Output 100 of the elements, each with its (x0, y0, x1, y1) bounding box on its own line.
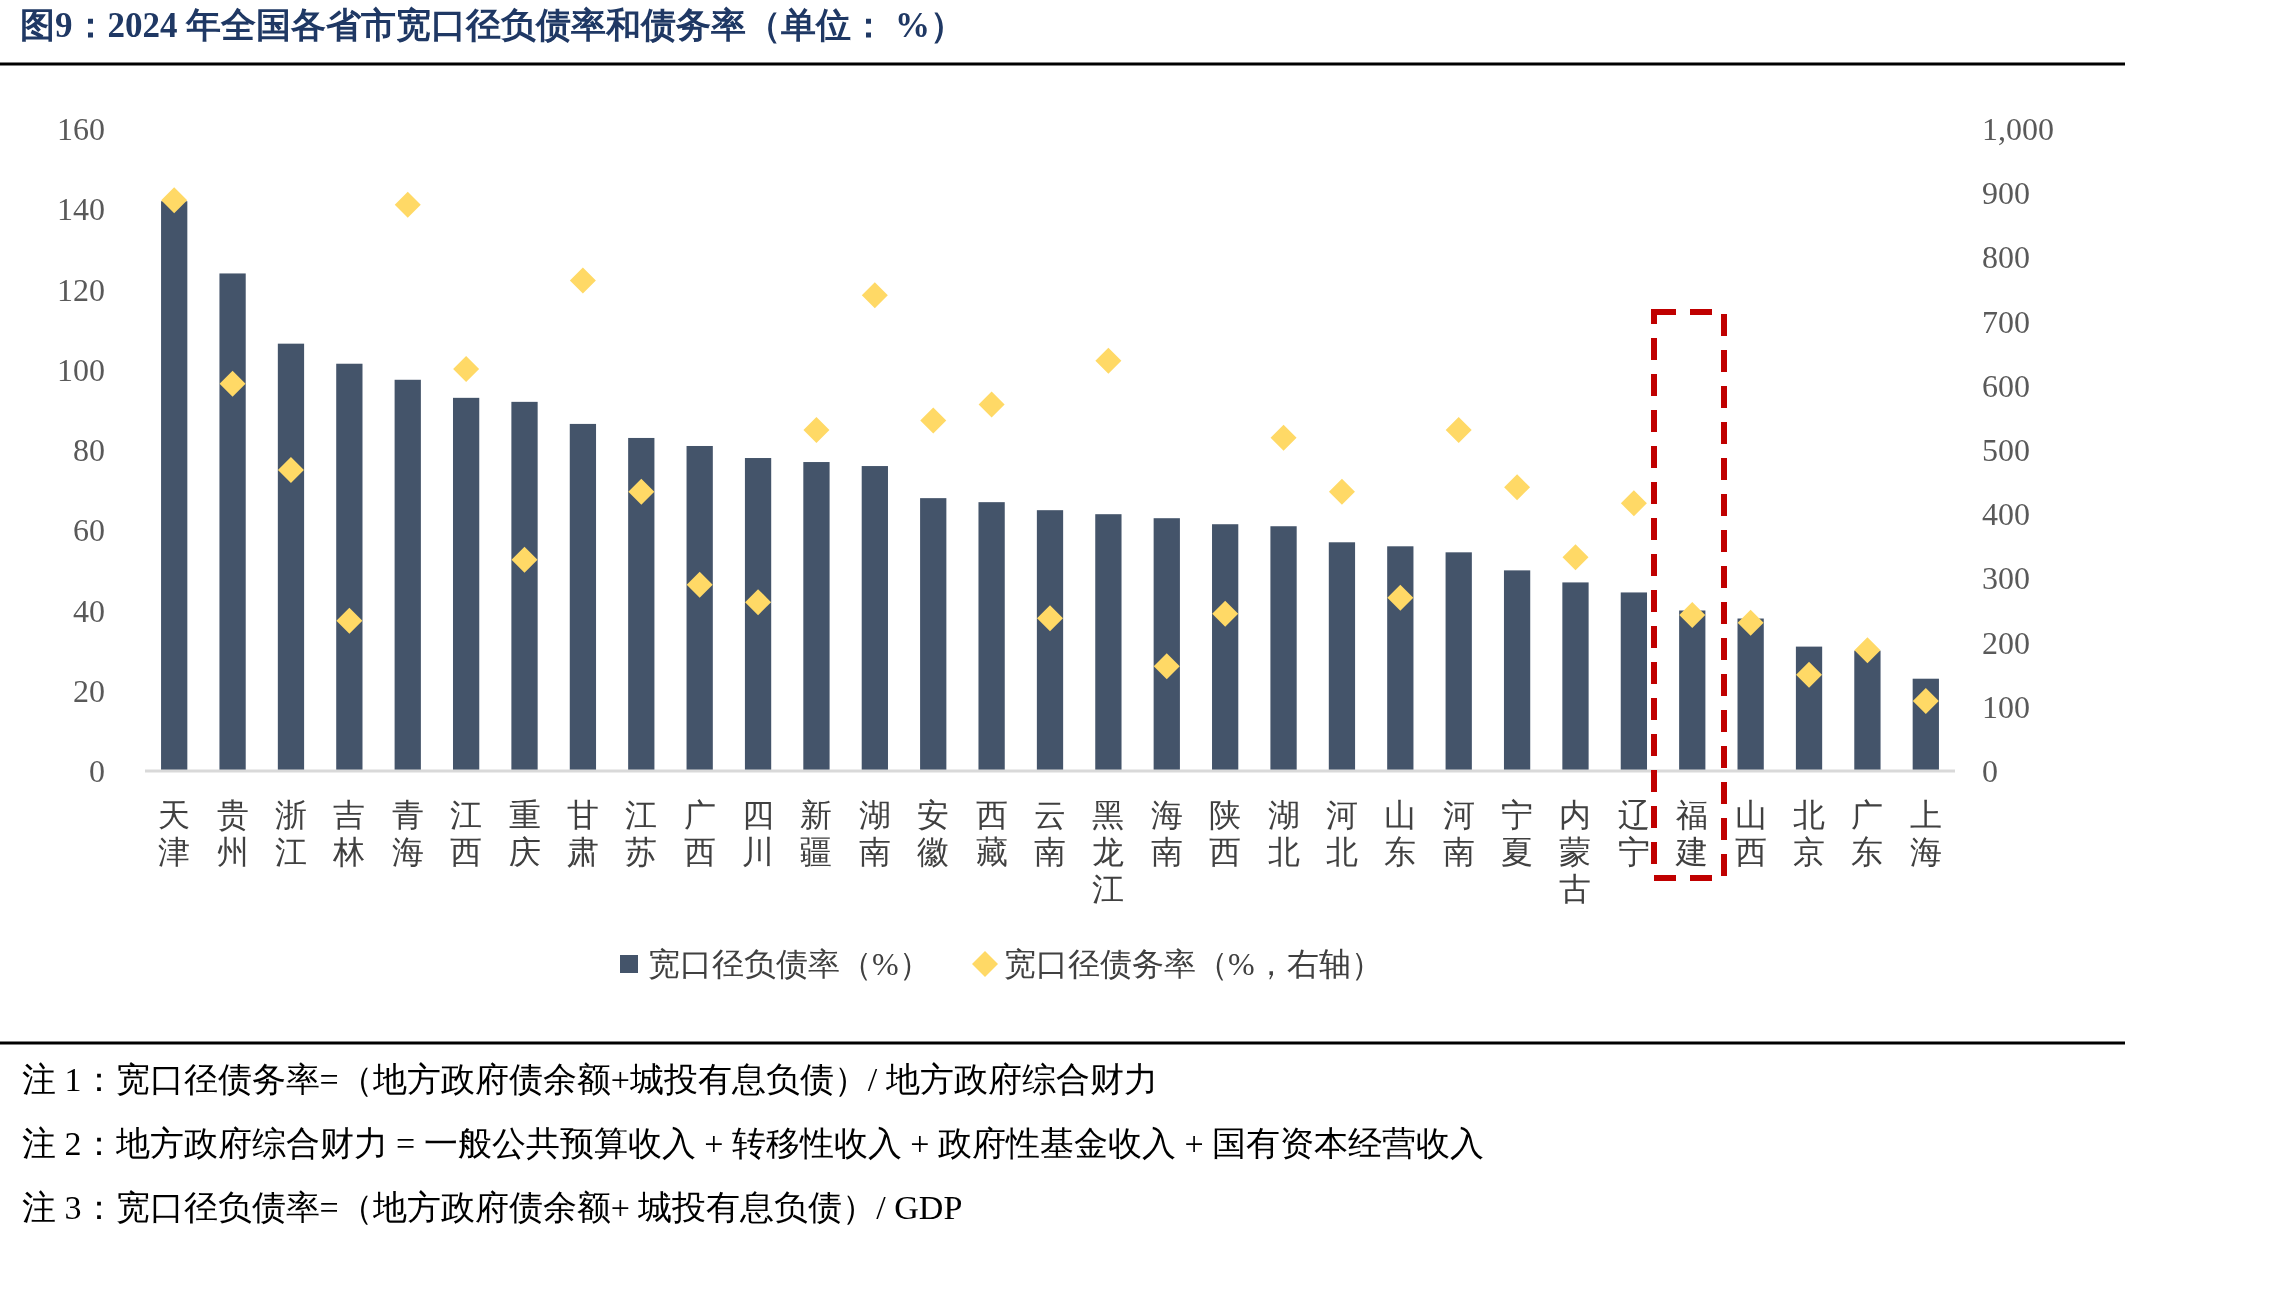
bar (1562, 582, 1589, 771)
x-tick-label: 河南 (1442, 797, 1475, 870)
x-tick-label: 辽宁 (1617, 797, 1650, 870)
bar (161, 201, 188, 771)
legend-label: 宽口径债务率（%，右轴） (1004, 946, 1383, 982)
x-tick-label: 新疆 (800, 797, 833, 870)
bar (1328, 542, 1356, 771)
bar (978, 502, 1005, 771)
point (861, 282, 888, 309)
chart-title: 图9：2024 年全国各省市宽口径负债率和债务率（单位： %） (20, 5, 965, 45)
bar (1620, 592, 1647, 771)
x-tick-label: 天津 (158, 797, 191, 870)
x-tick-label: 黑龙江 (1092, 797, 1125, 907)
point (1387, 584, 1414, 611)
point (628, 478, 655, 505)
bar (628, 437, 655, 771)
x-tick-label: 青海 (391, 797, 424, 870)
x-tick-label: 西藏 (975, 797, 1008, 870)
bar (277, 343, 305, 771)
point (1737, 609, 1764, 636)
bar (803, 462, 830, 771)
point (1270, 424, 1297, 451)
y-tick-label: 60 (73, 512, 105, 549)
x-tick-label: 甘肃 (566, 797, 599, 870)
y2-tick-label: 500 (1982, 432, 2030, 468)
point (569, 267, 596, 294)
x-tick-label: 海南 (1150, 797, 1183, 870)
y-tick-label: 120 (57, 271, 105, 308)
text: 注 1：宽口径债务率=（地方政府债余额+城投有息负债）/ 地方政府综合财力 (22, 1060, 1158, 1098)
x-tick-label: 湖北 (1267, 797, 1300, 870)
x-tick-label: 江西 (450, 797, 483, 870)
point (1095, 347, 1122, 374)
bar (1737, 618, 1764, 771)
x-tick-label: 山西 (1734, 797, 1767, 870)
bar (1270, 526, 1297, 771)
bar (219, 273, 246, 771)
bar (1153, 518, 1180, 771)
bar (1212, 524, 1239, 771)
y-tick-label: 140 (57, 191, 105, 228)
point (1912, 688, 1939, 715)
bar (1854, 650, 1881, 771)
y-tick-label: 0 (89, 753, 105, 789)
point (803, 417, 830, 444)
point (1445, 417, 1472, 444)
point (1212, 600, 1239, 627)
x-tick-label: 福建 (1675, 797, 1709, 870)
y-tick-label: 20 (73, 672, 105, 709)
point (686, 571, 713, 598)
bar (1387, 546, 1414, 771)
point (453, 356, 480, 383)
x-tick-label: 安徽 (917, 797, 950, 870)
bar (744, 458, 772, 771)
x-tick-label: 湖南 (858, 797, 891, 870)
bar (1095, 514, 1122, 771)
point (978, 391, 1005, 418)
bar (1445, 552, 1472, 771)
point (1037, 605, 1063, 632)
x-tick-label: 河北 (1325, 797, 1358, 870)
x-tick-label: 内蒙古 (1559, 797, 1592, 907)
text: 注 3：宽口径负债率=（地方政府债余额+ 城投有息负债）/ GDP (22, 1188, 963, 1226)
y-tick-label: 100 (57, 351, 105, 388)
x-tick-label: 四川 (742, 797, 775, 870)
y-tick-label: 80 (73, 432, 105, 468)
bar (394, 379, 421, 771)
point (1153, 653, 1180, 680)
point (336, 607, 363, 634)
y2-tick-label: 900 (1982, 175, 2030, 212)
x-tick-label: 广西 (683, 797, 716, 870)
point (161, 187, 188, 214)
point (1562, 544, 1589, 571)
x-tick-label: 上海 (1909, 797, 1942, 870)
bar (1679, 610, 1706, 771)
x-tick-label: 云南 (1034, 797, 1066, 870)
y2-tick-label: 1,000 (1982, 111, 2054, 147)
point (920, 407, 947, 434)
legend-label: 宽口径负债率（%） (648, 946, 931, 982)
point (1679, 601, 1706, 628)
point (1796, 661, 1823, 688)
y2-tick-label: 800 (1982, 239, 2030, 276)
y2-tick-label: 100 (1982, 688, 2030, 725)
y2-tick-label: 600 (1982, 367, 2030, 404)
point (277, 456, 304, 483)
point (1328, 478, 1355, 505)
bar (861, 466, 888, 771)
x-tick-label: 宁夏 (1501, 797, 1534, 870)
bar (569, 423, 597, 771)
point (1620, 490, 1647, 517)
bar (920, 498, 947, 771)
x-tick-label: 广东 (1851, 797, 1884, 870)
y-tick-label: 40 (73, 592, 105, 629)
y-tick-label: 160 (57, 111, 105, 147)
point (219, 370, 246, 397)
x-tick-label: 浙江 (274, 797, 307, 870)
point (511, 546, 538, 573)
point (1854, 637, 1881, 664)
x-tick-label: 贵州 (216, 797, 249, 870)
text: 注 2：地方政府综合财力 = 一般公共预算收入 + 转移性收入 + 政府性基金收入 + 国有资本经营收入 (22, 1124, 1485, 1162)
x-tick-label: 陕西 (1209, 797, 1242, 870)
bar (452, 397, 480, 771)
point (1504, 474, 1531, 501)
